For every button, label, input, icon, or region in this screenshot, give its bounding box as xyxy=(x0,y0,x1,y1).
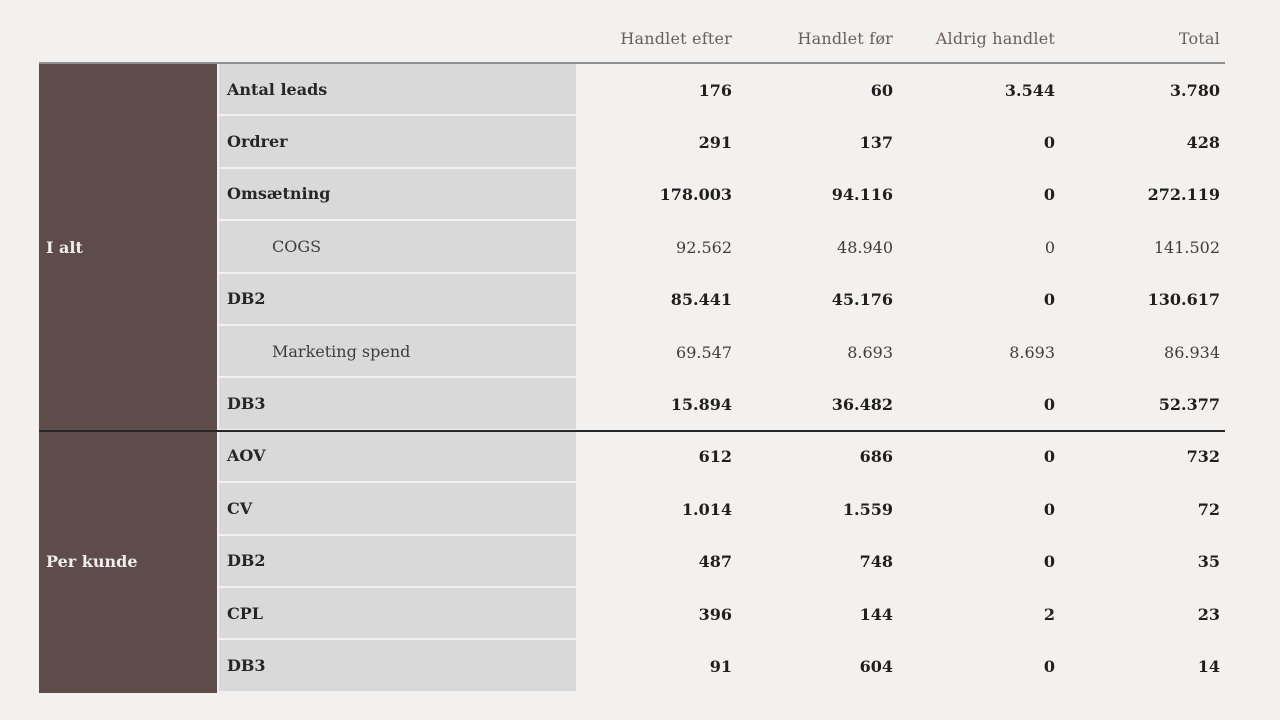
row-label: CPL xyxy=(217,587,576,641)
cell-value: 178.003 xyxy=(659,185,732,205)
cell-value: 0 xyxy=(1043,447,1055,467)
row-label: DB2 xyxy=(217,273,576,326)
cell-value: 144 xyxy=(859,604,893,624)
cell-value: 137 xyxy=(859,133,893,153)
table-header: Handlet efter Handlet før Aldrig handlet… xyxy=(39,14,1225,62)
cell-value: 272.119 xyxy=(1147,185,1220,205)
cell-value: 36.482 xyxy=(831,395,893,415)
cell-value: 48.940 xyxy=(837,237,893,257)
row-label: Ordrer xyxy=(217,116,576,169)
row-label: AOV xyxy=(217,430,576,484)
cell-value: 291 xyxy=(698,133,732,153)
cell-value: 72 xyxy=(1197,499,1220,519)
cell-value: 45.176 xyxy=(831,290,893,310)
cell-value: 487 xyxy=(698,552,732,572)
cell-value: 686 xyxy=(859,447,893,467)
cell-value: 23 xyxy=(1197,604,1220,624)
cell-value: 0 xyxy=(1043,552,1055,572)
cell-value: 2 xyxy=(1043,604,1055,624)
cell-value: 612 xyxy=(698,447,732,467)
cell-value: 748 xyxy=(859,552,893,572)
cell-value: 92.562 xyxy=(676,237,732,257)
row-label: DB2 xyxy=(217,535,576,588)
cell-value: 8.693 xyxy=(1009,342,1055,362)
cell-value: 0 xyxy=(1043,499,1055,519)
group-cell: I alt xyxy=(39,64,217,431)
cell-value: 52.377 xyxy=(1158,395,1220,415)
cell-value: 0 xyxy=(1043,133,1055,153)
row-label: CV xyxy=(217,483,576,536)
cell-value: 86.934 xyxy=(1164,342,1220,362)
cell-value: 0 xyxy=(1043,290,1055,310)
cell-value: 604 xyxy=(859,656,893,676)
cell-value: 35 xyxy=(1197,552,1220,572)
cell-value: 0 xyxy=(1043,395,1055,415)
cell-value: 1.559 xyxy=(842,499,893,519)
header-total: Total xyxy=(1178,28,1220,48)
group-cell: Per kunde xyxy=(39,430,217,693)
header-handlet-foer: Handlet før xyxy=(797,28,893,48)
row-label: DB3 xyxy=(217,640,576,693)
cell-value: 141.502 xyxy=(1153,237,1220,257)
cell-value: 0 xyxy=(1043,656,1055,676)
cell-value: 15.894 xyxy=(670,395,732,415)
cell-value: 396 xyxy=(698,604,732,624)
cell-value: 69.547 xyxy=(676,342,732,362)
report-table: Handlet efter Handlet før Aldrig handlet… xyxy=(39,14,1225,693)
cell-value: 732 xyxy=(1186,447,1220,467)
cell-value: 0 xyxy=(1044,237,1055,257)
cell-value: 60 xyxy=(870,80,893,100)
cell-value: 85.441 xyxy=(670,290,732,310)
header-handlet-efter: Handlet efter xyxy=(620,28,732,48)
cell-value: 1.014 xyxy=(681,499,732,519)
header-aldrig-handlet: Aldrig handlet xyxy=(935,28,1055,48)
row-label: Antal leads xyxy=(217,64,576,117)
cell-value: 91 xyxy=(709,656,732,676)
cell-value: 176 xyxy=(698,80,732,100)
cell-value: 8.693 xyxy=(847,342,893,362)
section-divider xyxy=(39,429,1225,432)
cell-value: 94.116 xyxy=(831,185,893,205)
cell-value: 0 xyxy=(1043,185,1055,205)
cell-value: 3.544 xyxy=(1004,80,1055,100)
row-label: Omsætning xyxy=(217,168,576,222)
row-label: COGS xyxy=(217,221,576,274)
cell-value: 130.617 xyxy=(1147,290,1220,310)
row-label: Marketing spend xyxy=(217,325,576,379)
table-body: I alt Antal leads 176 60 3.544 3.780 Ordrer 291… xyxy=(39,62,1225,693)
cell-value: 3.780 xyxy=(1169,80,1220,100)
row-label: DB3 xyxy=(217,378,576,431)
cell-value: 14 xyxy=(1197,656,1220,676)
cell-value: 428 xyxy=(1186,133,1220,153)
